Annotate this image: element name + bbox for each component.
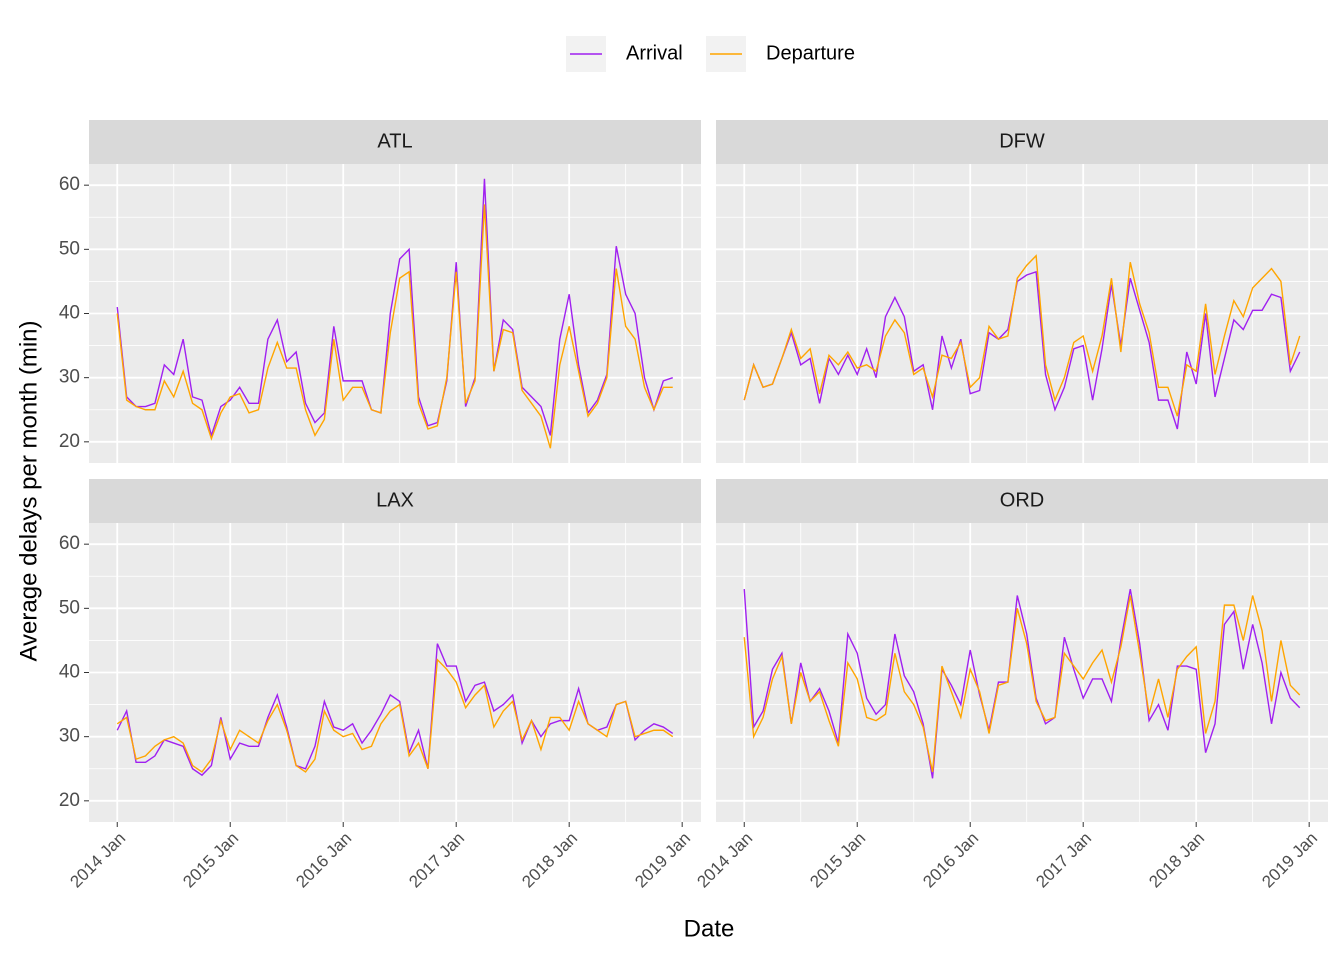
- series-line: [743, 254, 1301, 417]
- series-line: [743, 270, 1301, 430]
- x-tick-label: 2015 Jan: [806, 829, 869, 892]
- x-tick-label: 2017 Jan: [405, 829, 468, 892]
- series-line: [116, 643, 674, 777]
- x-tick-label: 2016 Jan: [292, 829, 355, 892]
- x-tick-label: 2015 Jan: [179, 829, 242, 892]
- strip: [716, 479, 1328, 523]
- legend-label: Arrival: [626, 42, 683, 64]
- y-tick-label: 50: [59, 597, 80, 618]
- x-tick-label: 2014 Jan: [66, 829, 129, 892]
- y-tick-label: 60: [59, 533, 80, 554]
- y-axis-title: Average delays per month (min): [15, 320, 42, 661]
- facet-title: ATL: [377, 130, 412, 152]
- x-tick-label: 2019 Jan: [1258, 829, 1321, 892]
- series-line: [116, 658, 674, 773]
- x-tick-label: 2017 Jan: [1032, 829, 1095, 892]
- strip: [89, 120, 701, 164]
- y-tick-label: 40: [59, 303, 80, 324]
- y-tick-label: 20: [59, 431, 80, 452]
- x-tick-label: 2014 Jan: [693, 829, 756, 892]
- facet-title: DFW: [999, 130, 1045, 152]
- series-line: [743, 595, 1301, 773]
- y-tick-label: 60: [59, 174, 80, 195]
- x-tick-label: 2019 Jan: [631, 829, 694, 892]
- y-tick-label: 30: [59, 726, 80, 747]
- y-tick-label: 40: [59, 662, 80, 683]
- facet-title: ORD: [1000, 489, 1044, 511]
- series-line: [116, 178, 673, 438]
- x-tick-label: 2018 Jan: [518, 829, 581, 892]
- y-tick-label: 30: [59, 367, 80, 388]
- strip: [716, 120, 1328, 164]
- legend-label: Departure: [766, 42, 855, 64]
- y-tick-label: 50: [59, 238, 80, 259]
- series-line: [743, 588, 1301, 779]
- facet-title: LAX: [376, 489, 414, 511]
- strip: [89, 479, 701, 523]
- y-tick-label: 20: [59, 790, 80, 811]
- x-tick-label: 2018 Jan: [1145, 829, 1208, 892]
- series-line: [116, 204, 673, 449]
- x-tick-label: 2016 Jan: [919, 829, 982, 892]
- x-axis-title: Date: [684, 915, 735, 942]
